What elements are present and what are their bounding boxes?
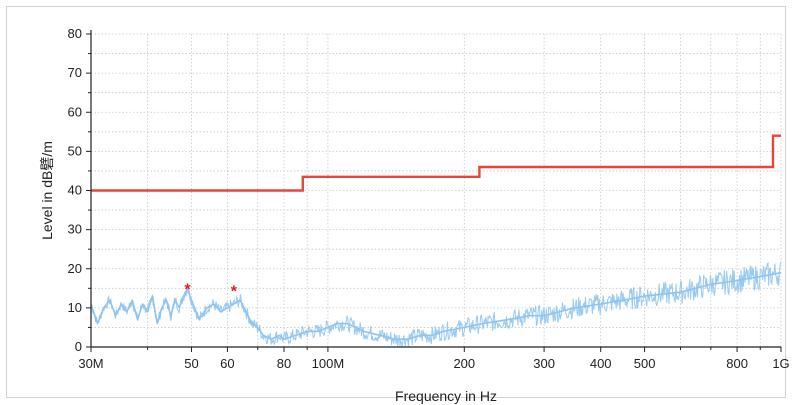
y-tick-label: 10 [68,300,82,315]
y-tick-label: 80 [68,26,82,41]
y-tick-label: 30 [68,222,82,237]
measurement-noise [90,261,782,347]
y-tick-label: 60 [68,104,82,119]
x-axis-label: Frequency in Hz [395,388,497,404]
series-layer: * * [90,134,782,347]
x-tick-label: 400 [590,356,612,371]
axes [86,30,782,352]
peak-marker: * [184,281,191,298]
y-tick-label: 20 [68,261,82,276]
y-tick-label: 50 [68,143,82,158]
x-tick-label: 60 [220,356,234,371]
x-tick-label: 300 [533,356,555,371]
tick-labels: 0 10 20 30 40 50 60 70 80 30M 50 60 80 100M 200 300 400 5… [68,26,790,371]
y-tick-label: 0 [75,339,82,354]
x-tick-label: 100M [312,356,345,371]
chart-frame [6,6,786,398]
limit-line [91,134,781,192]
y-tick-label: 40 [68,183,82,198]
x-tick-label: 80 [277,356,291,371]
y-axis-label: Level in dB礕/m [39,141,55,240]
x-tick-label: 30M [78,356,103,371]
x-tick-label: 500 [634,356,656,371]
x-tick-label: 1G [772,356,789,371]
peak-marker: * [231,283,238,300]
x-tick-label: 200 [453,356,475,371]
measurement-trace [90,271,782,341]
y-tick-label: 70 [68,65,82,80]
x-tick-label: 50 [184,356,198,371]
x-tick-label: 800 [726,356,748,371]
